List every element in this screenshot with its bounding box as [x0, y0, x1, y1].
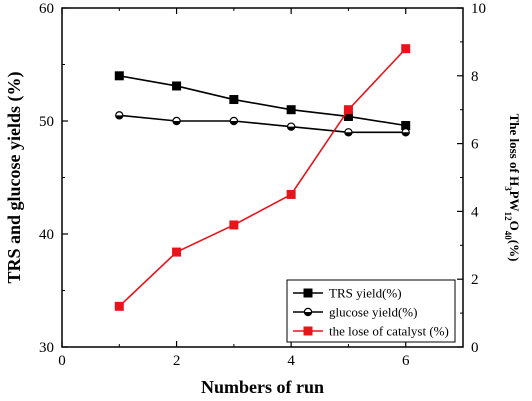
data-point: [401, 44, 411, 54]
data-point: [286, 189, 296, 199]
legend-label: the lose of catalyst (%): [329, 324, 449, 339]
legend-marker: [303, 307, 313, 317]
y-axis-right-title-h: H: [507, 176, 522, 186]
data-point: [344, 128, 353, 137]
series-line: [118, 48, 407, 307]
y-axis-right-title-prefix: The loss of: [507, 114, 522, 176]
series-1: [114, 71, 411, 131]
x-tick-label: 4: [287, 353, 295, 369]
x-tick-label: 6: [402, 353, 410, 369]
data-point: [172, 116, 181, 126]
data-point-fill: [230, 121, 238, 125]
legend-entry-2: glucose yield(%): [293, 305, 417, 320]
x-tick-label: 2: [173, 353, 181, 369]
data-point: [172, 247, 182, 257]
legend-entries: TRS yield(%) glucose yield(%) the lose of …: [293, 286, 449, 339]
x-tick-label: 0: [58, 353, 66, 369]
data-point-fill: [402, 132, 410, 136]
data-point: [115, 111, 124, 120]
data-point: [286, 122, 296, 131]
data-point-fill: [344, 132, 353, 136]
data-point: [401, 128, 410, 137]
data-point-fill: [115, 115, 123, 119]
legend-marker-fill: [304, 312, 312, 316]
data-point: [229, 95, 239, 105]
legend-label: TRS yield(%): [329, 286, 402, 301]
data-point: [286, 105, 296, 115]
legend-label: glucose yield(%): [329, 305, 417, 320]
series-line: [119, 75, 406, 127]
legend-entry-1: TRS yield(%): [293, 286, 402, 301]
legend-entry-3: the lose of catalyst (%): [293, 324, 449, 339]
y-axis-right-title: The loss of H3PW12O40(%): [503, 114, 522, 262]
y-left-tick-label: 50: [39, 114, 54, 130]
y-right-tick-label: 4: [471, 204, 479, 220]
y-axis-right-title-suffix: (%): [507, 240, 522, 262]
legend-marker: [303, 326, 313, 336]
y-axis-right-title-sub1: 3: [503, 186, 513, 191]
y-right-tick-label: 0: [471, 340, 479, 356]
y-axis-right-title-sub3: 40: [503, 231, 513, 241]
legend: TRS yield(%) glucose yield(%) the lose of …: [286, 279, 456, 343]
y-axis-left-title: TRS and glucose yields (%): [4, 71, 25, 283]
y-left-tick-label: 60: [39, 1, 54, 17]
series-line: [119, 114, 406, 134]
y-axis-right-title-sub2: 12: [503, 212, 513, 222]
y-right-tick-label: 8: [471, 69, 479, 85]
data-point: [343, 105, 353, 115]
series-layer: [114, 44, 411, 311]
y-axis-right-title-o: O: [507, 221, 522, 231]
y-left-tick-label: 30: [39, 340, 54, 356]
y-axis-right-title-pw: PW: [507, 191, 522, 212]
y-right-tick-label: 6: [471, 137, 479, 153]
data-point-fill: [287, 126, 295, 131]
y-left-tick-label: 40: [39, 227, 54, 243]
series-2: [115, 111, 410, 137]
series-3: [114, 44, 411, 311]
y-right-tick-label: 10: [471, 1, 486, 17]
data-point: [114, 301, 124, 311]
axes: 0 2 4 6 30 40 50 60 0 2 4 6 8 10: [39, 1, 486, 369]
data-point: [229, 220, 239, 230]
data-point-fill: [172, 121, 181, 125]
data-point: [172, 81, 182, 91]
x-axis-title: Numbers of run: [201, 377, 324, 397]
y-right-tick-label: 2: [471, 272, 479, 288]
legend-marker: [303, 288, 313, 298]
data-point: [229, 116, 239, 126]
data-point: [114, 71, 124, 81]
